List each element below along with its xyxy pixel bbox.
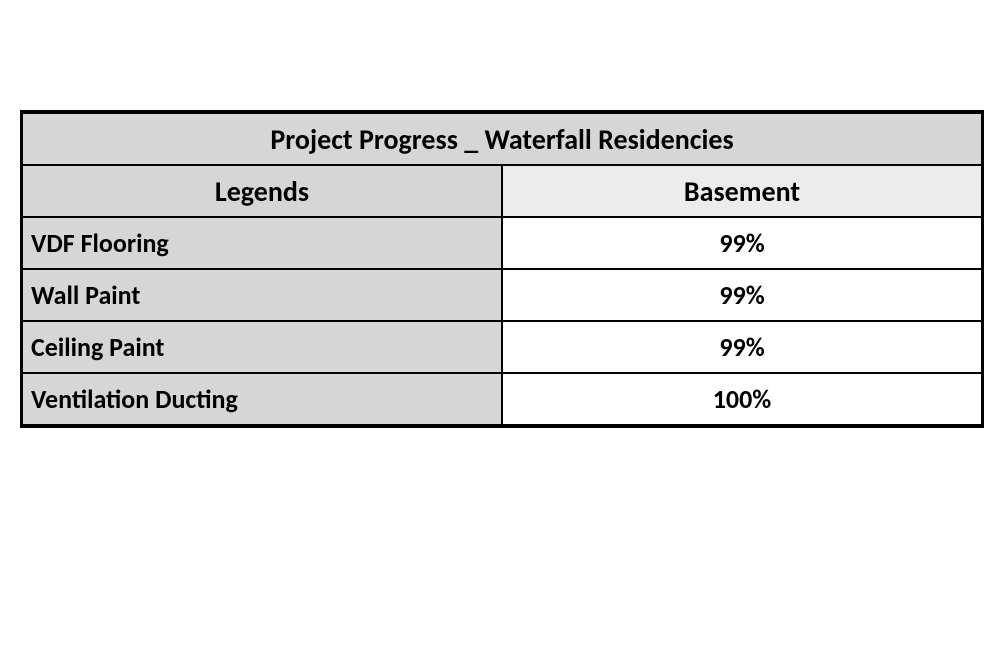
title-row: Project Progress _ Waterfall Residencies <box>22 113 982 165</box>
table-body: VDF Flooring 99% Wall Paint 99% Ceiling … <box>22 217 982 425</box>
row-label: Ventilation Ducting <box>22 373 502 425</box>
header-legends: Legends <box>22 165 502 217</box>
row-label: VDF Flooring <box>22 217 502 269</box>
table-row: Wall Paint 99% <box>22 269 982 321</box>
header-basement: Basement <box>502 165 982 217</box>
table-row: Ventilation Ducting 100% <box>22 373 982 425</box>
row-label: Wall Paint <box>22 269 502 321</box>
row-value: 100% <box>502 373 982 425</box>
row-label: Ceiling Paint <box>22 321 502 373</box>
row-value: 99% <box>502 269 982 321</box>
progress-table: Project Progress _ Waterfall Residencies… <box>20 110 984 428</box>
table-row: Ceiling Paint 99% <box>22 321 982 373</box>
page: Project Progress _ Waterfall Residencies… <box>0 0 1000 650</box>
header-row: Legends Basement <box>22 165 982 217</box>
table-row: VDF Flooring 99% <box>22 217 982 269</box>
row-value: 99% <box>502 217 982 269</box>
row-value: 99% <box>502 321 982 373</box>
table-title: Project Progress _ Waterfall Residencies <box>22 113 982 165</box>
